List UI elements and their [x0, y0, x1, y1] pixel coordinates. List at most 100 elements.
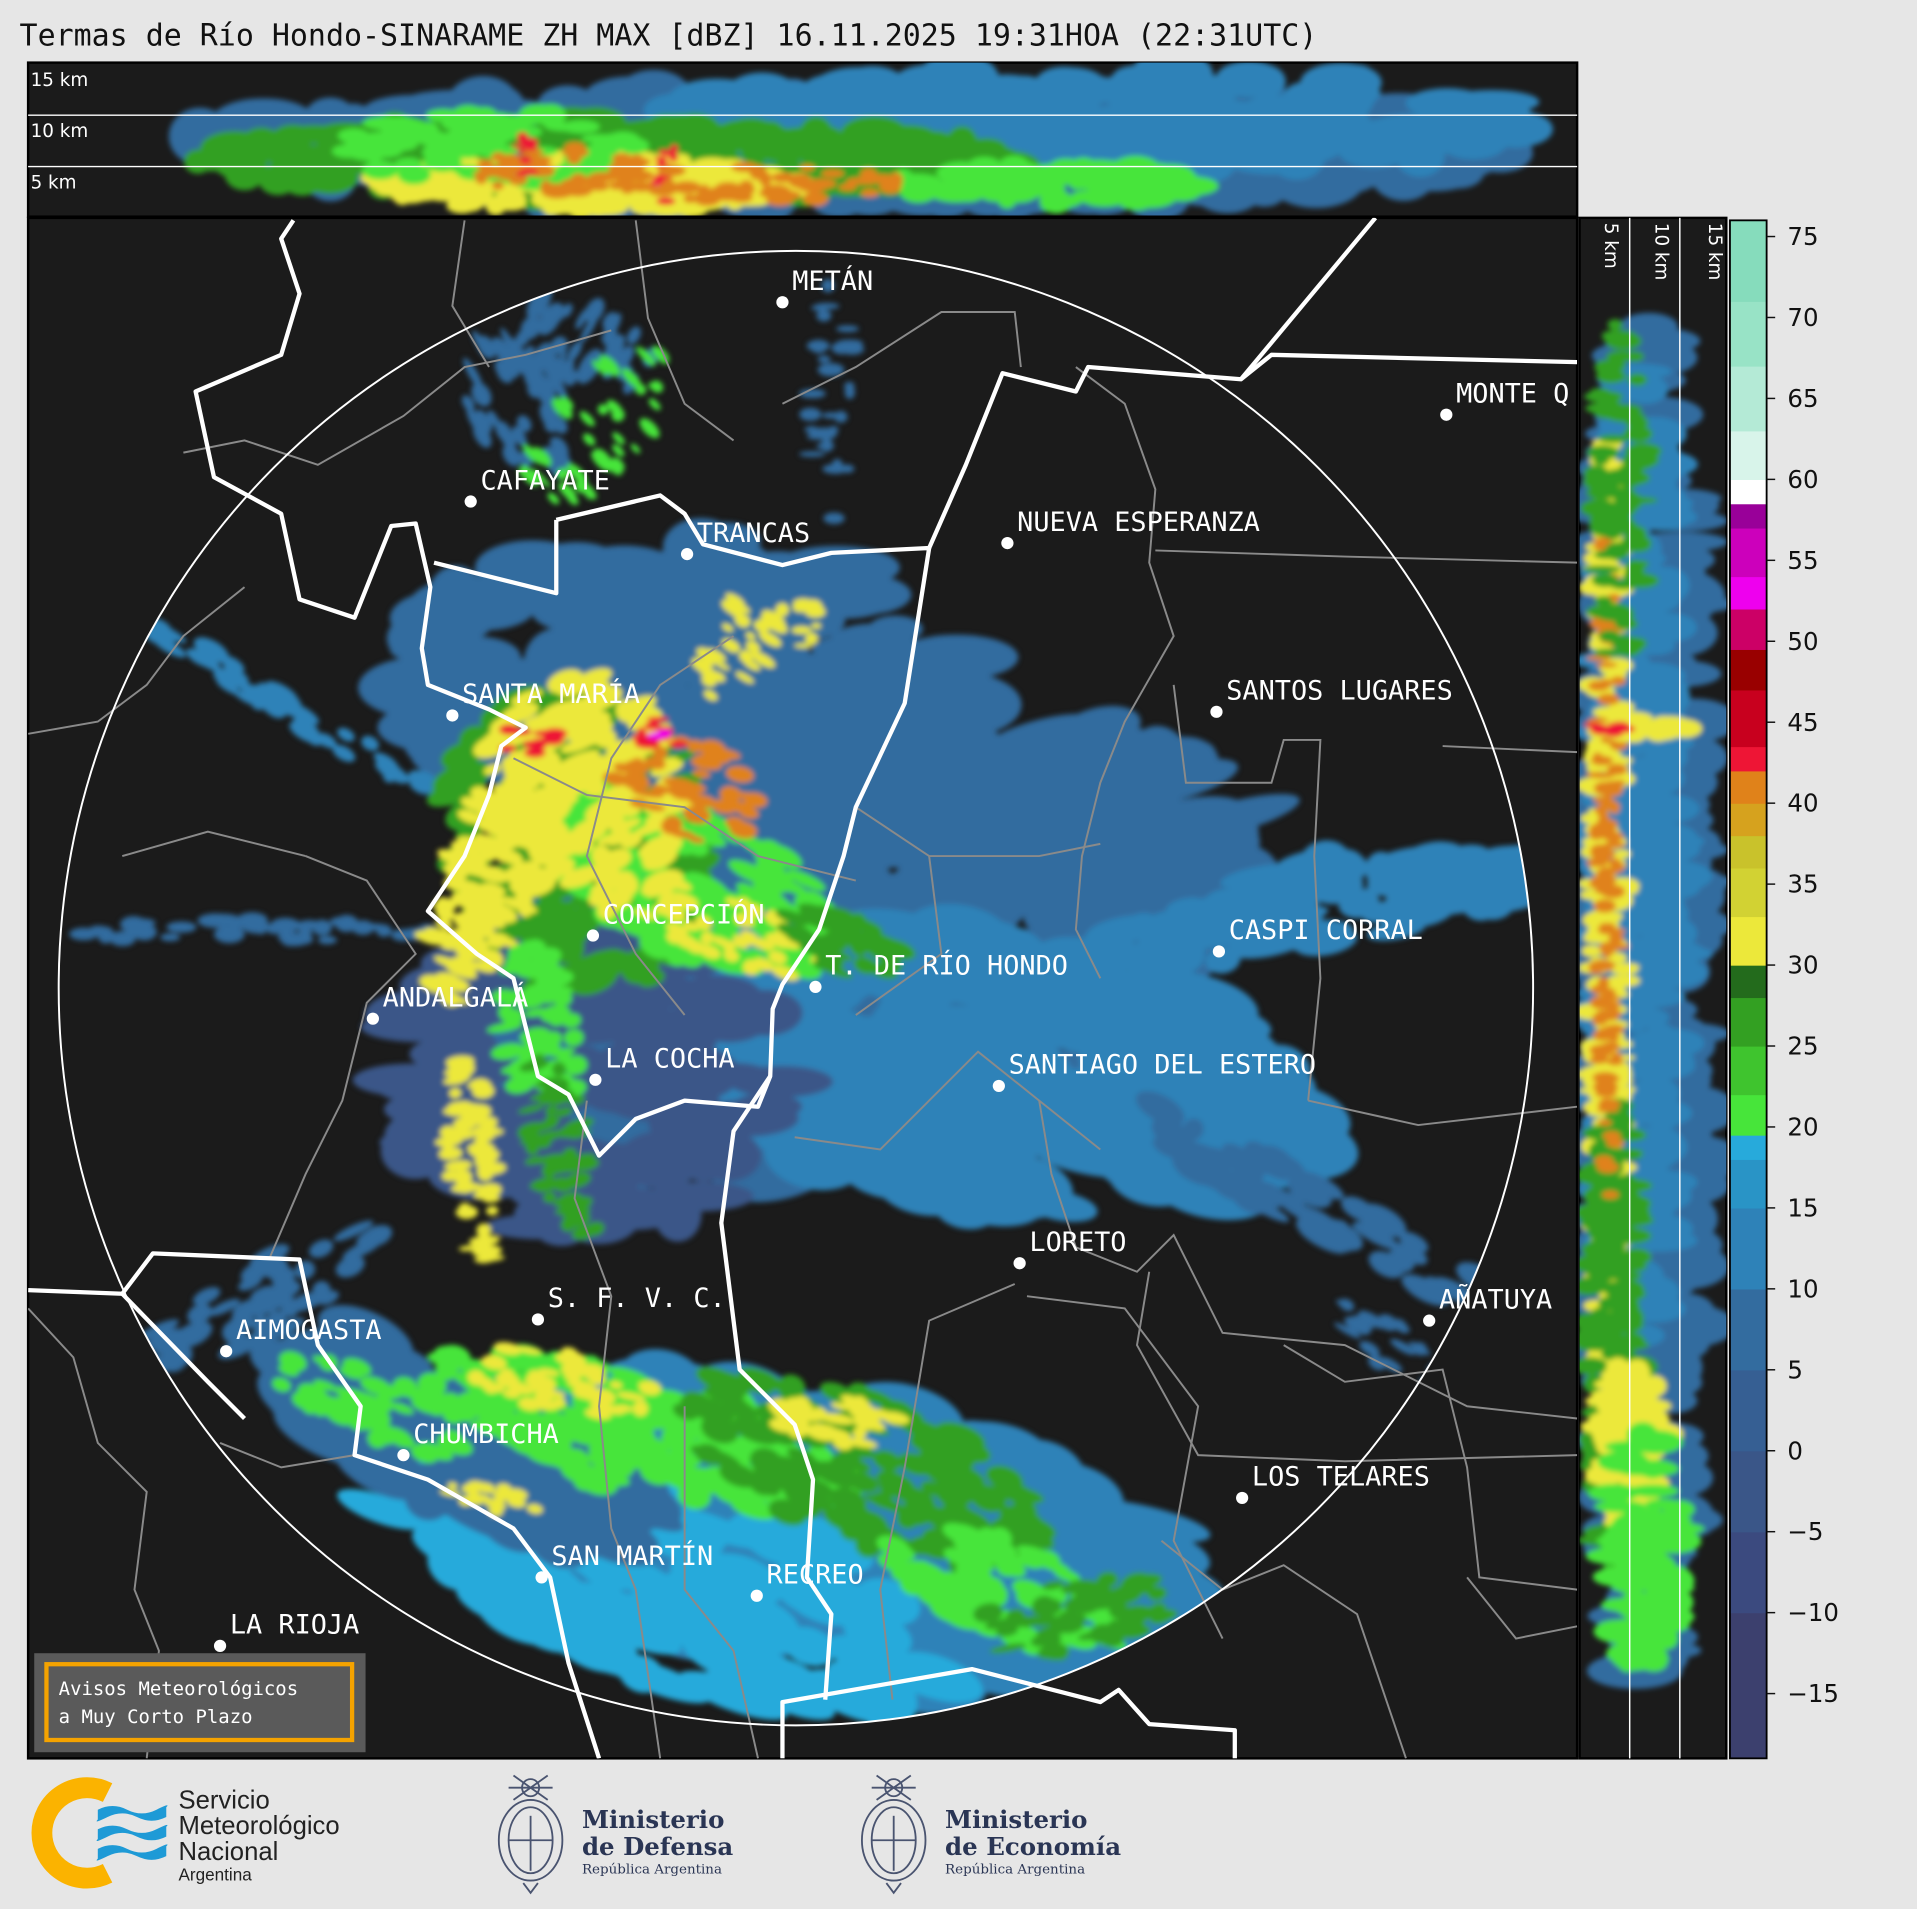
echo-cell: [335, 1255, 365, 1278]
aviso-box[interactable]: Avisos Meteorológicos a Muy Corto Plazo: [34, 1653, 366, 1753]
echo-cell: [762, 843, 803, 869]
city-label: LORETO: [1029, 1227, 1126, 1258]
echo-cell: [365, 1225, 384, 1238]
echo-cell: [125, 927, 139, 939]
echo-cell: [1401, 1274, 1450, 1306]
echo-cell: [663, 518, 740, 576]
echo-cell: [836, 325, 859, 333]
echo-cell: [657, 164, 686, 177]
echo-cell: [760, 184, 791, 197]
echo-cell: [800, 164, 815, 172]
echo-cell: [556, 358, 575, 384]
city-label: SANTOS LUGARES: [1226, 676, 1453, 707]
echo-cell: [669, 144, 679, 153]
echo-cell: [542, 727, 568, 740]
echo-cell: [352, 1063, 467, 1097]
echo-cell: [1108, 169, 1146, 190]
echo-cell: [1269, 1187, 1306, 1210]
city-dot-icon: [213, 1639, 227, 1652]
echo-cell: [686, 990, 773, 1043]
echo-cell: [208, 157, 251, 172]
echo-cell: [1002, 176, 1053, 196]
echo-cell: [258, 682, 291, 703]
echo-cell: [1150, 73, 1239, 109]
echo-cell: [946, 125, 978, 161]
echo-cell: [187, 1303, 213, 1324]
echo-cell: [316, 733, 337, 749]
city-label: LA COCHA: [605, 1044, 734, 1075]
echo-cell: [471, 382, 492, 407]
echo-cell: [799, 407, 822, 421]
city-dot-icon: [1212, 945, 1226, 958]
echo-cell: [1273, 849, 1351, 881]
echo-cell: [691, 1099, 799, 1137]
echo-cell: [1357, 1315, 1377, 1328]
echo-cell: [643, 114, 692, 142]
echo-cell: [534, 542, 619, 582]
echo-cell: [1398, 1231, 1429, 1253]
city-label: SANTA MARÍA: [462, 678, 640, 710]
height-label-5km: 5 km: [31, 173, 77, 194]
echo-cell: [562, 120, 600, 134]
echo-cell: [900, 182, 937, 203]
echo-cell: [508, 337, 524, 360]
echo-cell: [496, 162, 526, 174]
echo-cell: [547, 351, 567, 384]
city-dot-icon: [589, 1073, 602, 1086]
echo-cell: [1140, 165, 1164, 178]
echo-cell: [806, 178, 837, 189]
echo-cell: [601, 313, 622, 344]
echo-cell: [1129, 937, 1201, 978]
echo-cell: [520, 137, 538, 148]
city-label: CASPI CORRAL: [1229, 915, 1423, 946]
echo-cell: [1169, 172, 1199, 187]
city-label: S. F. V. C.: [548, 1283, 726, 1314]
city-label: AÑATUYA: [1439, 1283, 1552, 1315]
echo-cell: [426, 775, 487, 807]
echo-cell: [484, 123, 519, 143]
echo-cell: [511, 144, 528, 149]
echo-cell: [1645, 823, 1699, 855]
echo-cell: [579, 311, 600, 344]
echo-cell: [1359, 1341, 1380, 1357]
echo-cell: [1243, 1141, 1269, 1162]
echo-cell: [1646, 1100, 1683, 1130]
echo-cell: [549, 188, 565, 198]
echo-cell: [1635, 945, 1713, 961]
echo-cell: [1390, 1338, 1416, 1356]
echo-cell: [1339, 1298, 1355, 1312]
echo-cell: [1131, 186, 1170, 198]
echo-cell: [799, 451, 826, 457]
echo-cell: [700, 1553, 784, 1607]
city-dot-icon: [1001, 536, 1014, 550]
echo-cell: [281, 934, 303, 944]
echo-cell: [502, 444, 521, 467]
echo-cell: [585, 198, 629, 216]
city-dot-icon: [1440, 408, 1453, 421]
echo-cell: [977, 739, 1053, 788]
height-label-10km: 10 km: [31, 121, 89, 142]
city-label: LA RIOJA: [230, 1610, 359, 1641]
city-label: SANTIAGO DEL ESTERO: [1009, 1050, 1316, 1081]
echo-cell: [1235, 1188, 1277, 1216]
echo-cell: [474, 409, 493, 434]
echo-cell: [263, 1317, 305, 1341]
echo-cell: [234, 1316, 254, 1332]
city-dot-icon: [1236, 1491, 1249, 1505]
echo-cell: [499, 1595, 593, 1637]
echo-cell: [608, 181, 634, 188]
echo-cell: [1039, 189, 1062, 213]
echo-cell: [376, 925, 392, 937]
echo-cell: [379, 757, 400, 772]
echo-cell: [154, 1328, 197, 1356]
echo-cell: [1083, 922, 1136, 955]
city-dot-icon: [220, 1345, 233, 1358]
echo-cell: [1384, 902, 1435, 929]
echo-cell: [804, 426, 819, 434]
echo-cell: [1229, 890, 1289, 934]
echo-cell: [888, 981, 951, 1043]
city-dot-icon: [446, 709, 459, 722]
echo-cell: [1637, 615, 1696, 636]
height-label-15km: 15 km: [31, 70, 89, 91]
